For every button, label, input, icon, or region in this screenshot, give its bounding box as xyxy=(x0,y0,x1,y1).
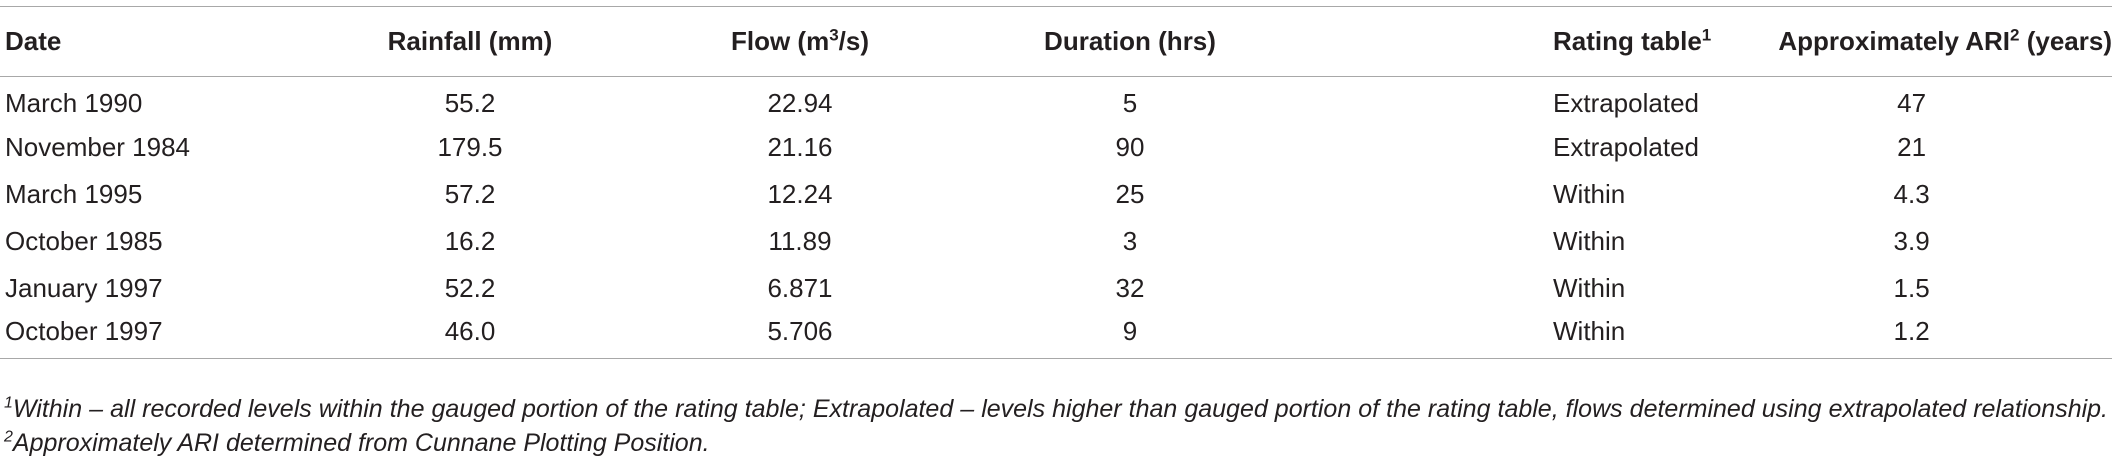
table-footnote: 1Within – all recorded levels within the… xyxy=(4,392,2108,460)
cell-flow: 21.16 xyxy=(767,131,833,162)
cell-date: October 1997 xyxy=(0,311,305,359)
cell-rating-table: Extrapolated xyxy=(1295,124,1711,171)
cell-rainfall: 46.0 xyxy=(305,311,635,359)
cell-flow: 22.94 xyxy=(767,87,833,118)
header-rating-table-label: Rating table xyxy=(1553,26,1702,56)
cell-date: October 1985 xyxy=(5,225,163,256)
cell-rating-table: Within xyxy=(1295,311,1712,359)
header-ari-superscript: 2 xyxy=(2010,25,2020,45)
cell-flow: 5.706 xyxy=(635,311,965,359)
table-row: March 1995 57.2 12.24 25 Within 4.3 xyxy=(0,171,2112,218)
cell-rainfall: 57.2 xyxy=(444,178,496,209)
header-flow-suffix: /s) xyxy=(838,26,870,56)
header-flow: Flow (m3/s) xyxy=(635,6,965,77)
cell-flow: 12.24 xyxy=(767,178,833,209)
header-flow-superscript: 3 xyxy=(829,25,839,45)
header-rating-table: Rating table1 xyxy=(1295,6,1712,77)
table-row: March 1990 55.2 22.94 5 Extrapolated 47 xyxy=(0,77,2112,124)
cell-rating-table-text: Within xyxy=(1553,272,1626,303)
cell-duration: 3 xyxy=(1122,225,1138,256)
header-ari-prefix: Approximately ARI xyxy=(1778,26,2011,56)
header-rating-table-superscript: 1 xyxy=(1701,25,1712,45)
header-ari-suffix: (years) xyxy=(2019,26,2112,56)
footnote-text-2: Approximately ARI determined from Cunnan… xyxy=(12,429,710,457)
cell-ari: 3.9 xyxy=(1893,225,1930,256)
header-rainfall-label: Rainfall (mm) xyxy=(387,26,553,56)
cell-ari: 1.5 xyxy=(1893,272,1930,303)
table-row: January 1997 52.2 6.871 32 Within 1.5 xyxy=(0,265,2112,312)
cell-ari: 21 xyxy=(1897,131,1927,162)
cell-ari: 47 xyxy=(1897,87,1927,118)
footnote-marker-1: 1 xyxy=(4,394,13,412)
cell-flow: 6.871 xyxy=(767,272,833,303)
cell-rating-table-text: Within xyxy=(1553,225,1626,256)
header-date: Date xyxy=(0,6,305,77)
cell-flow: 11.89 xyxy=(768,225,832,256)
cell-rating-table: Within xyxy=(1295,265,1711,312)
header-duration-label: Duration (hrs) xyxy=(1044,26,1216,56)
cell-date: March 1990 xyxy=(5,87,143,118)
cell-duration: 9 xyxy=(965,311,1295,359)
table-row: November 1984 179.5 21.16 90 Extrapolate… xyxy=(0,124,2112,171)
cell-date: March 1995 xyxy=(5,178,143,209)
footnote-text-1: Within – all recorded levels within the … xyxy=(12,395,2108,423)
header-row: Date Rainfall (mm) Flow (m3/s) Duration … xyxy=(0,6,2112,77)
header-duration: Duration (hrs) xyxy=(965,6,1295,77)
cell-rating-table: Within xyxy=(1295,171,1711,218)
header-rainfall: Rainfall (mm) xyxy=(305,6,635,77)
cell-rating-table-text: Within xyxy=(1553,316,1626,347)
cell-rating-table: Extrapolated xyxy=(1295,77,1711,124)
cell-ari: 1.2 xyxy=(1711,311,2112,359)
header-ari: Approximately ARI2 (years) xyxy=(1711,6,2112,77)
header-flow-prefix: Flow (m xyxy=(730,26,830,56)
cell-duration: 32 xyxy=(1115,272,1145,303)
cell-rainfall: 16.2 xyxy=(444,225,496,256)
cell-rating-table: Within xyxy=(1295,218,1711,265)
table-row: October 1985 16.2 11.89 3 Within 3.9 xyxy=(0,218,2112,265)
cell-duration: 25 xyxy=(1115,178,1145,209)
cell-duration: 5 xyxy=(1122,87,1138,118)
cell-duration: 90 xyxy=(1115,131,1145,162)
footnote-marker-2: 2 xyxy=(4,428,13,446)
flood-events-table: Date Rainfall (mm) Flow (m3/s) Duration … xyxy=(0,6,2112,359)
cell-date: January 1997 xyxy=(5,272,163,303)
cell-rainfall: 179.5 xyxy=(437,131,503,162)
table-row: October 1997 46.0 5.706 9 Within 1.2 xyxy=(0,311,2112,359)
cell-rating-table-text: Within xyxy=(1553,178,1626,209)
cell-date: November 1984 xyxy=(5,131,190,162)
cell-rainfall: 55.2 xyxy=(444,87,496,118)
header-date-label: Date xyxy=(5,26,62,56)
cell-rainfall: 52.2 xyxy=(444,272,496,303)
cell-ari: 4.3 xyxy=(1893,178,1930,209)
header-rating-table-cell: Rating table1 xyxy=(1553,26,1711,57)
cell-rating-table-text: Extrapolated xyxy=(1553,131,1699,162)
table-body: March 1990 55.2 22.94 5 Extrapolated 47 … xyxy=(0,77,2112,359)
table-header: Date Rainfall (mm) Flow (m3/s) Duration … xyxy=(0,6,2112,77)
cell-rating-table-text: Extrapolated xyxy=(1553,87,1699,118)
